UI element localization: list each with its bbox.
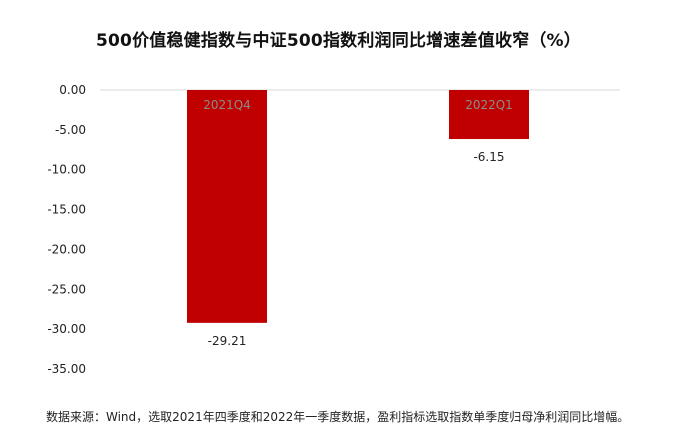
category-label: 2021Q4: [203, 98, 251, 112]
category-label: 2022Q1: [465, 98, 513, 112]
y-tick-label: 0.00: [59, 83, 86, 97]
y-tick-label: -20.00: [47, 242, 86, 256]
source-footnote: 数据来源：Wind，选取2021年四季度和2022年一季度数据，盈利指标选取指数…: [46, 410, 630, 424]
bar-2022Q1: [449, 90, 529, 140]
bars-group: 2021Q4 -29.21 2022Q1 -6.15: [187, 90, 529, 348]
y-tick-label: -15.00: [47, 203, 86, 217]
y-tick-label: -5.00: [55, 123, 86, 137]
y-axis: 0.00 -5.00 -10.00 -15.00 -20.00 -25.00 -30.00 -…: [47, 83, 86, 376]
chart-title: 500价值稳健指数与中证500指数利润同比增速差值收窄（%）: [95, 31, 581, 51]
y-tick-label: -30.00: [47, 322, 86, 336]
y-tick-label: -10.00: [47, 163, 86, 177]
data-label: -29.21: [208, 334, 247, 348]
y-tick-label: -25.00: [47, 282, 86, 296]
bar-2021Q4: [187, 90, 267, 323]
y-tick-label: -35.00: [47, 362, 86, 376]
data-label: -6.15: [473, 150, 504, 164]
